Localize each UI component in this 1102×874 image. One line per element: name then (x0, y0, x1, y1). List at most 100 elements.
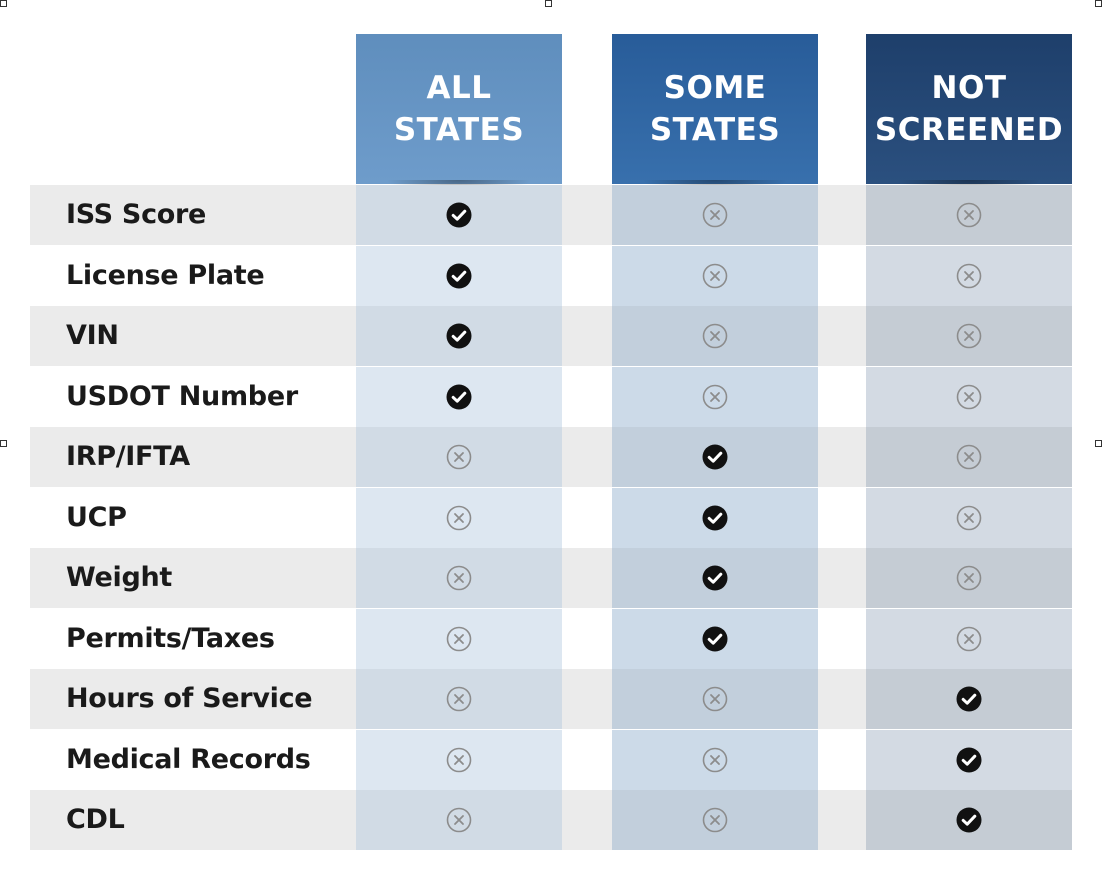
x-circle-icon (956, 384, 982, 410)
row-label: License Plate (66, 259, 265, 291)
x-circle-icon (956, 505, 982, 531)
cell-some (612, 669, 818, 729)
check-circle-icon (702, 444, 728, 470)
cell-not (866, 608, 1072, 669)
cell-not (866, 487, 1072, 548)
cell-not (866, 790, 1072, 850)
x-circle-icon (446, 444, 472, 470)
cell-all (356, 366, 562, 427)
column-header-line2: STATES (649, 112, 781, 148)
cell-not (866, 185, 1072, 245)
cell-all (356, 548, 562, 608)
cell-not (866, 306, 1072, 366)
row-label: VIN (66, 320, 119, 351)
x-circle-icon (956, 565, 982, 591)
cell-not (866, 729, 1072, 790)
row-label: Permits/Taxes (66, 622, 275, 654)
table-row: IRP/IFTA (30, 427, 1072, 487)
x-circle-icon (956, 263, 982, 289)
table-row: Weight (30, 548, 1072, 608)
cell-some (612, 608, 818, 669)
table-row: Medical Records (30, 729, 1072, 790)
cell-not (866, 669, 1072, 729)
resize-handle-middle-left[interactable] (0, 440, 7, 447)
cell-all (356, 245, 562, 306)
cell-all (356, 185, 562, 245)
cell-all (356, 427, 562, 487)
resize-handle-top-middle[interactable] (545, 0, 552, 7)
table-row: Hours of Service (30, 669, 1072, 729)
cell-all (356, 608, 562, 669)
x-circle-icon (702, 323, 728, 349)
check-circle-icon (956, 747, 982, 773)
check-circle-icon (446, 263, 472, 289)
resize-handle-middle-right[interactable] (1095, 440, 1102, 447)
x-circle-icon (702, 263, 728, 289)
x-circle-icon (446, 565, 472, 591)
check-circle-icon (702, 505, 728, 531)
x-circle-icon (446, 747, 472, 773)
table-row: USDOT Number (30, 366, 1072, 427)
check-circle-icon (446, 202, 472, 228)
table-row: CDL (30, 790, 1072, 850)
row-label: ISS Score (66, 199, 207, 230)
cell-not (866, 366, 1072, 427)
column-header-line1: ALL (426, 70, 492, 106)
resize-handle-top-left[interactable] (0, 0, 7, 7)
row-label: Hours of Service (66, 683, 313, 714)
table-row: ISS Score (30, 185, 1072, 245)
cell-all (356, 729, 562, 790)
check-circle-icon (956, 686, 982, 712)
column-header-line1: NOT (931, 70, 1007, 106)
column-header-line2: SCREENED (874, 112, 1064, 148)
x-circle-icon (956, 626, 982, 652)
check-circle-icon (702, 565, 728, 591)
cell-all (356, 669, 562, 729)
table-row: VIN (30, 306, 1072, 366)
cell-some (612, 366, 818, 427)
cell-some (612, 245, 818, 306)
x-circle-icon (956, 202, 982, 228)
x-circle-icon (446, 505, 472, 531)
table-row: Permits/Taxes (30, 608, 1072, 669)
cell-some (612, 487, 818, 548)
x-circle-icon (446, 626, 472, 652)
cell-some (612, 427, 818, 487)
cell-all (356, 790, 562, 850)
column-header-line1: SOME (663, 70, 767, 106)
x-circle-icon (956, 323, 982, 349)
column-header-not-screened: NOT SCREENED (866, 34, 1072, 194)
x-circle-icon (446, 686, 472, 712)
x-circle-icon (702, 807, 728, 833)
check-circle-icon (446, 384, 472, 410)
column-header-some-states: SOME STATES (612, 34, 818, 194)
check-circle-icon (956, 807, 982, 833)
column-header-all-states: ALL STATES (356, 34, 562, 194)
cell-some (612, 729, 818, 790)
table-row: UCP (30, 487, 1072, 548)
column-header-line2: STATES (393, 112, 525, 148)
cell-not (866, 548, 1072, 608)
resize-handle-top-right[interactable] (1095, 0, 1102, 7)
cell-not (866, 427, 1072, 487)
cell-not (866, 245, 1072, 306)
cell-some (612, 306, 818, 366)
cell-some (612, 185, 818, 245)
row-label: IRP/IFTA (66, 441, 190, 472)
x-circle-icon (702, 747, 728, 773)
table-row: License Plate (30, 245, 1072, 306)
cell-some (612, 790, 818, 850)
x-circle-icon (446, 807, 472, 833)
cell-all (356, 487, 562, 548)
check-circle-icon (702, 626, 728, 652)
row-label: CDL (66, 804, 125, 835)
cell-all (356, 306, 562, 366)
row-label: Weight (66, 562, 173, 593)
x-circle-icon (702, 686, 728, 712)
check-circle-icon (446, 323, 472, 349)
cell-some (612, 548, 818, 608)
x-circle-icon (956, 444, 982, 470)
x-circle-icon (702, 202, 728, 228)
row-label: Medical Records (66, 743, 311, 775)
row-label: USDOT Number (66, 380, 298, 412)
